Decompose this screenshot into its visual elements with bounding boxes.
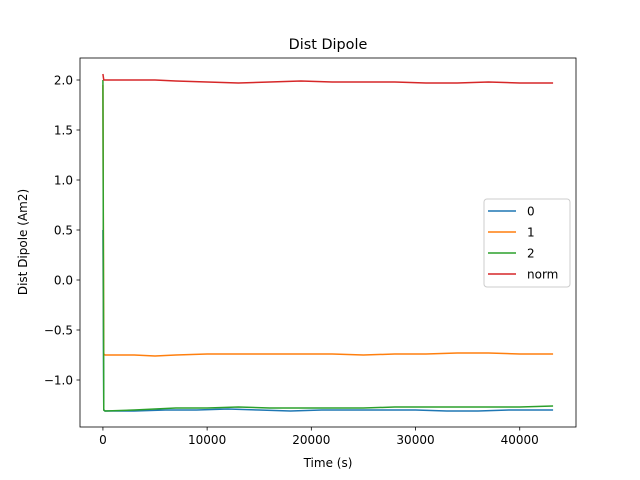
chart-title: Dist Dipole [289, 37, 368, 53]
series-line-1 [102, 84, 554, 357]
axes-frame [79, 57, 577, 428]
legend-label-2: 2 [527, 246, 535, 260]
y-tick-label: 1.5 [54, 123, 73, 137]
x-tick-label: 40000 [501, 433, 539, 447]
y-tick-label: 1.0 [54, 173, 73, 187]
plot-area [102, 73, 554, 412]
y-axis: −1.0 −0.5 0.0 0.5 1.0 1.5 2.0 [44, 73, 80, 387]
legend-frame [483, 198, 571, 288]
legend-label-0: 0 [527, 204, 535, 218]
x-tick-label: 30000 [396, 433, 434, 447]
legend: 0 1 2 norm [483, 198, 571, 288]
series-line-2 [102, 79, 554, 412]
legend-label-1: 1 [527, 225, 535, 239]
x-axis: 0 10000 20000 30000 40000 [99, 427, 539, 447]
x-tick-label: 20000 [292, 433, 330, 447]
x-tick-label: 0 [99, 433, 107, 447]
y-tick-label: 2.0 [54, 73, 73, 87]
y-tick-label: −0.5 [44, 323, 73, 337]
legend-label-norm: norm [527, 267, 558, 281]
x-axis-label: Time (s) [303, 456, 353, 470]
series-line-0 [102, 229, 554, 412]
y-tick-label: 0.5 [54, 223, 73, 237]
y-tick-label: −1.0 [44, 373, 73, 387]
x-tick-label: 10000 [188, 433, 226, 447]
series-line-norm [102, 73, 554, 84]
y-tick-label: 0.0 [54, 273, 73, 287]
y-axis-label: Dist Dipole (Am2) [16, 189, 30, 295]
